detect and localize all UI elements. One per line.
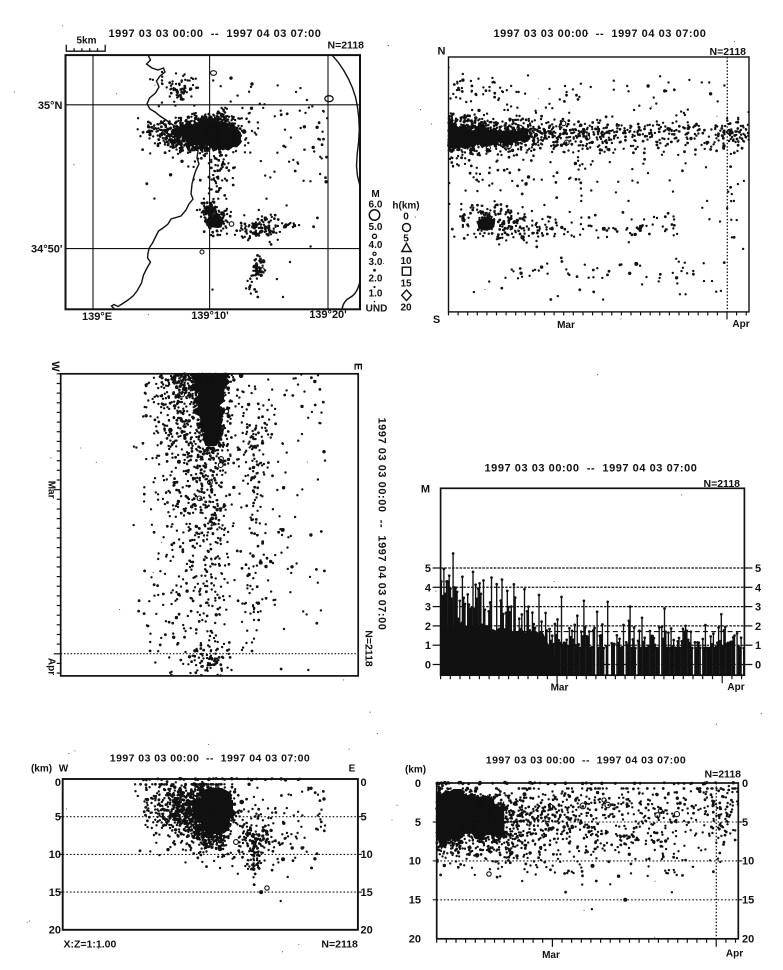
svg-text:1: 1 (425, 640, 431, 652)
svg-text:15: 15 (742, 895, 754, 907)
svg-text:5km: 5km (76, 36, 96, 47)
svg-text:20: 20 (742, 934, 754, 946)
svg-text:Apr: Apr (732, 319, 749, 330)
svg-text:5: 5 (755, 563, 761, 575)
svg-text:10: 10 (49, 849, 61, 861)
svg-text:10: 10 (409, 856, 421, 868)
svg-text:1997 03 03 00:00 -- 1997 04: 1997 03 03 00:00 -- 1997 04 03 07:00 (376, 418, 388, 631)
svg-text:5: 5 (361, 812, 367, 824)
svg-text:4: 4 (755, 582, 762, 594)
svg-text:35°N: 35°N (38, 100, 63, 112)
svg-text:139°E: 139°E (82, 311, 112, 323)
svg-text:UND: UND (366, 304, 388, 315)
svg-text:1.0: 1.0 (369, 289, 383, 300)
svg-text:(km): (km) (405, 765, 426, 776)
svg-text:34°50': 34°50' (31, 244, 63, 256)
svg-text:0: 0 (755, 660, 761, 672)
svg-text:139°10': 139°10' (191, 310, 229, 322)
svg-text:139°20': 139°20' (309, 309, 347, 321)
svg-text:W: W (49, 361, 61, 372)
svg-text:Mar: Mar (46, 481, 57, 499)
svg-text:S: S (433, 314, 440, 326)
svg-text:N=2118: N=2118 (704, 478, 741, 490)
svg-text:2.0: 2.0 (369, 274, 383, 285)
svg-text:5: 5 (55, 812, 61, 824)
svg-text:1997 03 03 00:00 -- 1997 04: 1997 03 03 00:00 -- 1997 04 03 07:00 (486, 755, 686, 767)
svg-text:Mar: Mar (551, 683, 569, 694)
svg-text:Apr: Apr (726, 949, 743, 960)
svg-text:0: 0 (55, 777, 61, 789)
svg-text:10: 10 (742, 856, 754, 868)
svg-text:15: 15 (400, 279, 412, 290)
svg-text:4.0: 4.0 (369, 240, 383, 251)
svg-text:3.0: 3.0 (369, 257, 383, 268)
svg-text:20: 20 (409, 934, 421, 946)
svg-text:1997 03 03 00:00 -- 1997 04: 1997 03 03 00:00 -- 1997 04 03 07:00 (485, 463, 698, 475)
svg-text:Apr: Apr (46, 658, 57, 675)
svg-text:M: M (421, 484, 430, 496)
svg-text:N=2118: N=2118 (321, 939, 358, 951)
svg-text:Apr: Apr (727, 682, 744, 693)
svg-text:5: 5 (742, 817, 748, 829)
svg-text:0: 0 (415, 778, 421, 790)
svg-text:5: 5 (403, 234, 409, 245)
svg-text:20: 20 (400, 303, 412, 314)
svg-text:N=2118: N=2118 (328, 40, 365, 52)
svg-text:6.0: 6.0 (369, 200, 383, 211)
svg-text:20: 20 (49, 925, 61, 937)
svg-text:N=2118: N=2118 (363, 630, 375, 667)
svg-text:E: E (349, 764, 356, 775)
svg-text:20: 20 (361, 925, 373, 937)
svg-text:10: 10 (400, 256, 412, 267)
svg-text:0: 0 (361, 777, 367, 789)
svg-text:5: 5 (415, 817, 421, 829)
svg-text:4: 4 (425, 582, 432, 594)
svg-text:(km): (km) (31, 764, 52, 775)
svg-text:E: E (352, 363, 364, 370)
svg-text:N=2118: N=2118 (710, 46, 747, 58)
svg-text:M: M (371, 189, 379, 200)
svg-text:3: 3 (755, 602, 761, 614)
svg-text:1997 03 03 00:00 -- 1997 04: 1997 03 03 00:00 -- 1997 04 03 07:00 (494, 28, 707, 40)
svg-text:15: 15 (361, 887, 373, 899)
svg-text:h(km): h(km) (392, 201, 419, 212)
svg-text:1997 03 03 00:00 -- 1997 04: 1997 03 03 00:00 -- 1997 04 03 07:00 (109, 28, 322, 40)
svg-text:2: 2 (425, 621, 431, 633)
svg-text:3: 3 (425, 602, 431, 614)
svg-text:W: W (59, 764, 69, 775)
svg-text:5: 5 (425, 563, 431, 575)
svg-text:10: 10 (361, 849, 373, 861)
svg-text:0: 0 (742, 778, 748, 790)
svg-text:15: 15 (49, 887, 61, 899)
svg-text:1997 03 03 00:00 -- 1997 04: 1997 03 03 00:00 -- 1997 04 03 07:00 (110, 753, 310, 765)
svg-text:5.0: 5.0 (369, 222, 383, 233)
svg-text:15: 15 (409, 895, 421, 907)
svg-text:N: N (438, 46, 446, 58)
svg-text:2: 2 (755, 621, 761, 633)
svg-text:0: 0 (425, 660, 431, 672)
svg-text:Mar: Mar (557, 320, 575, 331)
svg-text:N=2118: N=2118 (705, 769, 742, 781)
svg-text:X:Z=1:1.00: X:Z=1:1.00 (64, 939, 117, 951)
svg-text:0: 0 (403, 212, 409, 223)
svg-text:1: 1 (755, 640, 761, 652)
svg-text:Mar: Mar (542, 950, 560, 961)
